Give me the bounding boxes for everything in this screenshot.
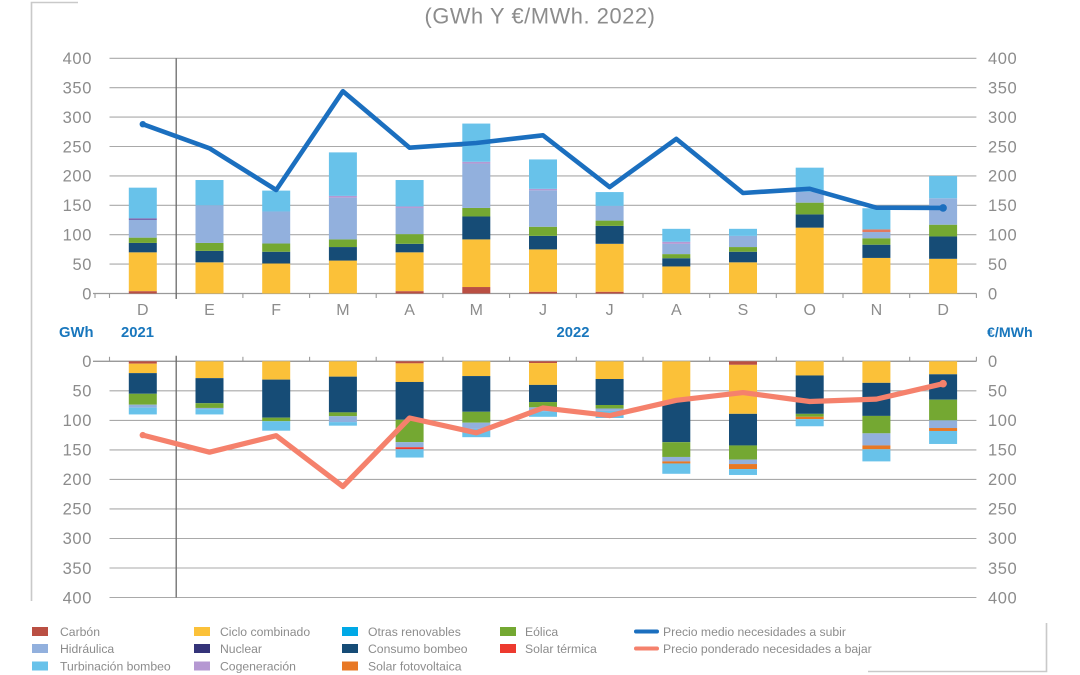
svg-text:2022: 2022 xyxy=(557,325,590,341)
svg-text:GWh: GWh xyxy=(59,325,94,341)
svg-text:D: D xyxy=(137,302,149,319)
svg-text:Nuclear: Nuclear xyxy=(220,642,262,656)
svg-text:A: A xyxy=(671,302,682,319)
svg-text:250: 250 xyxy=(63,138,92,156)
svg-text:400: 400 xyxy=(988,589,1017,607)
svg-text:E: E xyxy=(204,302,215,319)
svg-text:250: 250 xyxy=(988,501,1017,519)
svg-text:300: 300 xyxy=(63,530,92,548)
svg-text:150: 150 xyxy=(988,197,1017,215)
svg-text:M: M xyxy=(336,302,349,319)
svg-text:0: 0 xyxy=(82,285,92,303)
svg-text:Turbinación bombeo: Turbinación bombeo xyxy=(60,659,171,673)
svg-text:Hidráulica: Hidráulica xyxy=(60,642,114,656)
svg-text:200: 200 xyxy=(988,168,1017,186)
svg-text:Cogeneración: Cogeneración xyxy=(220,659,296,673)
svg-text:250: 250 xyxy=(988,138,1017,156)
svg-text:50: 50 xyxy=(988,383,1008,401)
svg-text:A: A xyxy=(404,302,415,319)
svg-text:300: 300 xyxy=(988,109,1017,127)
svg-text:100: 100 xyxy=(63,412,92,430)
svg-text:300: 300 xyxy=(988,530,1017,548)
svg-text:D: D xyxy=(937,302,949,319)
svg-text:50: 50 xyxy=(72,256,92,274)
svg-text:350: 350 xyxy=(63,80,92,98)
svg-text:300: 300 xyxy=(63,109,92,127)
svg-text:M: M xyxy=(470,302,483,319)
svg-text:150: 150 xyxy=(63,197,92,215)
svg-text:(GWh Y €/MWh. 2022): (GWh Y €/MWh. 2022) xyxy=(424,4,655,29)
svg-text:Consumo bombeo: Consumo bombeo xyxy=(368,642,468,656)
svg-text:O: O xyxy=(803,302,815,319)
svg-text:€/MWh: €/MWh xyxy=(987,325,1033,341)
svg-text:2021: 2021 xyxy=(121,325,154,341)
svg-text:0: 0 xyxy=(82,353,92,371)
svg-text:J: J xyxy=(539,302,547,319)
svg-text:J: J xyxy=(606,302,614,319)
svg-text:200: 200 xyxy=(988,471,1017,489)
svg-text:100: 100 xyxy=(988,412,1017,430)
svg-text:400: 400 xyxy=(988,50,1017,68)
svg-text:250: 250 xyxy=(63,501,92,519)
svg-text:100: 100 xyxy=(988,227,1017,245)
svg-text:F: F xyxy=(271,302,281,319)
svg-text:150: 150 xyxy=(988,442,1017,460)
svg-text:200: 200 xyxy=(63,168,92,186)
svg-text:Solar fotovoltaica: Solar fotovoltaica xyxy=(368,659,462,673)
svg-text:350: 350 xyxy=(63,560,92,578)
svg-text:Eólica: Eólica xyxy=(525,625,558,639)
svg-text:400: 400 xyxy=(63,50,92,68)
svg-text:400: 400 xyxy=(63,589,92,607)
svg-text:Precio ponderado necesidades a: Precio ponderado necesidades a bajar xyxy=(663,642,872,656)
svg-text:350: 350 xyxy=(988,560,1017,578)
svg-text:200: 200 xyxy=(63,471,92,489)
svg-text:S: S xyxy=(738,302,749,319)
svg-text:50: 50 xyxy=(988,256,1008,274)
svg-text:0: 0 xyxy=(988,353,998,371)
svg-text:50: 50 xyxy=(72,383,92,401)
svg-text:Otras renovables: Otras renovables xyxy=(368,625,461,639)
svg-text:Carbón: Carbón xyxy=(60,625,100,639)
svg-text:0: 0 xyxy=(988,285,998,303)
svg-text:N: N xyxy=(871,302,883,319)
svg-text:Solar térmica: Solar térmica xyxy=(525,642,597,656)
svg-text:350: 350 xyxy=(988,80,1017,98)
svg-text:Precio medio necesidades a sub: Precio medio necesidades a subir xyxy=(663,625,846,639)
svg-text:100: 100 xyxy=(63,227,92,245)
svg-text:150: 150 xyxy=(63,442,92,460)
svg-text:Ciclo combinado: Ciclo combinado xyxy=(220,625,310,639)
